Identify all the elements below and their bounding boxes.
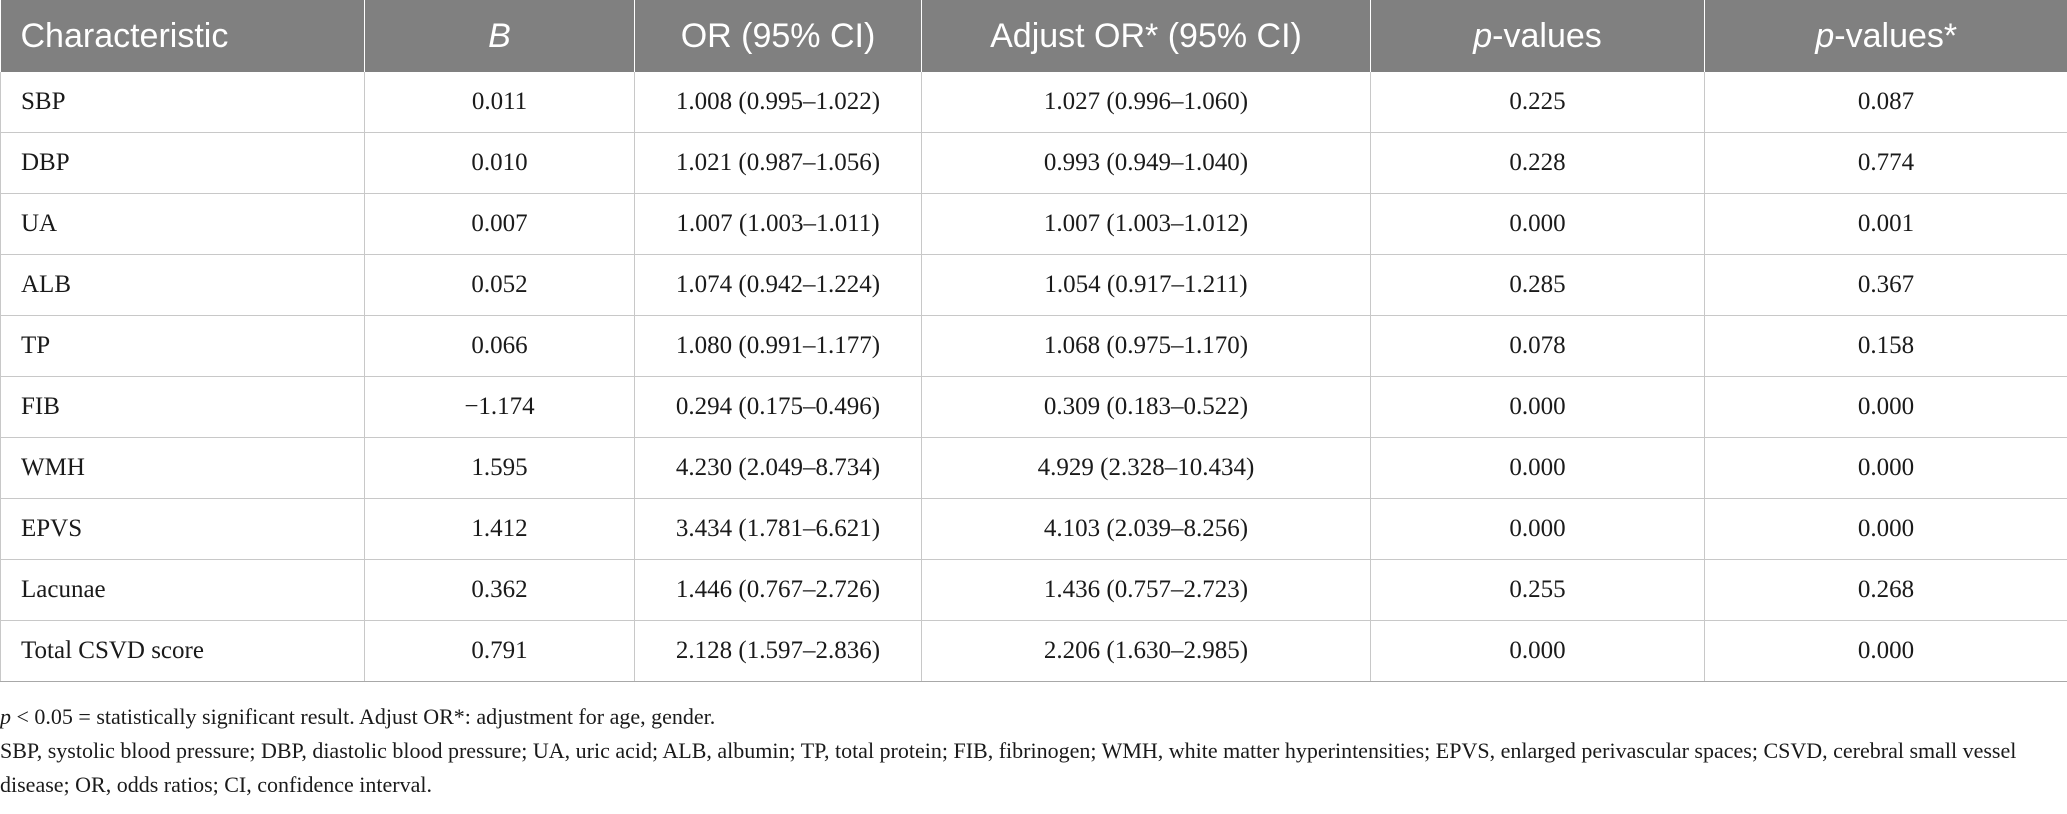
cell-p-values-adjusted: 0.000 [1704, 376, 2067, 438]
cell-or-95ci: 1.080 (0.991–1.177) [634, 315, 922, 377]
cell-characteristic: TP [0, 315, 365, 377]
cell-or-95ci: 1.021 (0.987–1.056) [634, 132, 922, 194]
cell-p-values: 0.000 [1370, 376, 1705, 438]
column-header-or-95ci: OR (95% CI) [634, 0, 922, 72]
cell-characteristic: UA [0, 193, 365, 255]
footnote-significance-text: < 0.05 = statistically significant resul… [11, 704, 716, 729]
cell-characteristic: DBP [0, 132, 365, 194]
cell-characteristic: Total CSVD score [0, 620, 365, 682]
column-header-text: Characteristic [20, 16, 229, 55]
table-row: Total CSVD score 0.791 2.128 (1.597–2.836)… [0, 620, 2067, 682]
cell-adjust-or-95ci: 4.103 (2.039–8.256) [921, 498, 1371, 560]
column-header-p-values: p-values [1370, 0, 1705, 72]
cell-p-values: 0.285 [1370, 254, 1705, 316]
table-row: FIB −1.174 0.294 (0.175–0.496) 0.309 (0.183… [0, 376, 2067, 438]
cell-b: 0.010 [364, 132, 635, 194]
cell-characteristic: EPVS [0, 498, 365, 560]
cell-p-values: 0.000 [1370, 498, 1705, 560]
cell-b: 1.595 [364, 437, 635, 499]
table-container: Characteristic B OR (95% CI) Adjust OR* (95… [0, 0, 2067, 682]
cell-p-values-adjusted: 0.367 [1704, 254, 2067, 316]
cell-p-values: 0.225 [1370, 72, 1705, 133]
column-header-text: B [488, 16, 511, 55]
cell-characteristic: Lacunae [0, 559, 365, 621]
table-row: DBP 0.010 1.021 (0.987–1.056) 0.993 (0.949–… [0, 132, 2067, 194]
table-row: EPVS 1.412 3.434 (1.781–6.621) 4.103 (2.039… [0, 498, 2067, 560]
cell-p-values: 0.000 [1370, 620, 1705, 682]
cell-p-values: 0.000 [1370, 437, 1705, 499]
cell-p-values-adjusted: 0.268 [1704, 559, 2067, 621]
cell-p-values-adjusted: 0.000 [1704, 620, 2067, 682]
cell-p-values: 0.228 [1370, 132, 1705, 194]
cell-adjust-or-95ci: 1.054 (0.917–1.211) [921, 254, 1371, 316]
cell-p-values-adjusted: 0.000 [1704, 498, 2067, 560]
cell-or-95ci: 0.294 (0.175–0.496) [634, 376, 922, 438]
cell-p-values-adjusted: 0.087 [1704, 72, 2067, 133]
table-row: Lacunae 0.362 1.446 (0.767–2.726) 1.436 (0.… [0, 559, 2067, 621]
cell-adjust-or-95ci: 1.027 (0.996–1.060) [921, 72, 1371, 133]
cell-p-values-adjusted: 0.001 [1704, 193, 2067, 255]
footnote-significance: p < 0.05 = statistically significant res… [0, 700, 2050, 734]
column-header-text: -values* [1834, 16, 1958, 55]
cell-b: −1.174 [364, 376, 635, 438]
cell-b: 0.007 [364, 193, 635, 255]
cell-or-95ci: 1.007 (1.003–1.011) [634, 193, 922, 255]
cell-p-values-adjusted: 0.774 [1704, 132, 2067, 194]
footnote-abbreviations: SBP, systolic blood pressure; DBP, diast… [0, 738, 2017, 797]
column-header-characteristic: Characteristic [0, 0, 365, 72]
table-header-row: Characteristic B OR (95% CI) Adjust OR* (95… [0, 0, 2067, 72]
column-header-text: OR (95% CI) [680, 16, 876, 55]
cell-or-95ci: 1.008 (0.995–1.022) [634, 72, 922, 133]
cell-p-values-adjusted: 0.000 [1704, 437, 2067, 499]
cell-p-values: 0.255 [1370, 559, 1705, 621]
cell-p-values: 0.000 [1370, 193, 1705, 255]
cell-p-values: 0.078 [1370, 315, 1705, 377]
cell-b: 0.066 [364, 315, 635, 377]
cell-characteristic: FIB [0, 376, 365, 438]
cell-adjust-or-95ci: 0.993 (0.949–1.040) [921, 132, 1371, 194]
cell-or-95ci: 1.446 (0.767–2.726) [634, 559, 922, 621]
cell-or-95ci: 4.230 (2.049–8.734) [634, 437, 922, 499]
results-table: Characteristic B OR (95% CI) Adjust OR* (95… [0, 0, 2067, 682]
cell-characteristic: ALB [0, 254, 365, 316]
cell-adjust-or-95ci: 4.929 (2.328–10.434) [921, 437, 1371, 499]
cell-or-95ci: 3.434 (1.781–6.621) [634, 498, 922, 560]
column-header-text: p [1473, 16, 1493, 55]
column-header-text: -values [1492, 16, 1602, 55]
cell-b: 0.011 [364, 72, 635, 133]
cell-adjust-or-95ci: 1.007 (1.003–1.012) [921, 193, 1371, 255]
column-header-p-values-adjusted: p-values* [1704, 0, 2067, 72]
cell-b: 0.052 [364, 254, 635, 316]
cell-p-values-adjusted: 0.158 [1704, 315, 2067, 377]
table-row: UA 0.007 1.007 (1.003–1.011) 1.007 (1.003–1… [0, 193, 2067, 255]
table-body: SBP 0.011 1.008 (0.995–1.022) 1.027 (0.996–… [0, 72, 2067, 682]
column-header-b: B [364, 0, 635, 72]
cell-b: 0.362 [364, 559, 635, 621]
table-row: SBP 0.011 1.008 (0.995–1.022) 1.027 (0.996–… [0, 72, 2067, 133]
column-header-text: Adjust OR* (95% CI) [990, 16, 1302, 55]
cell-adjust-or-95ci: 1.436 (0.757–2.723) [921, 559, 1371, 621]
column-header-text: p [1815, 16, 1835, 55]
cell-adjust-or-95ci: 0.309 (0.183–0.522) [921, 376, 1371, 438]
cell-or-95ci: 1.074 (0.942–1.224) [634, 254, 922, 316]
table-row: ALB 0.052 1.074 (0.942–1.224) 1.054 (0.917–… [0, 254, 2067, 316]
table-footnotes: p < 0.05 = statistically significant res… [0, 700, 2050, 802]
cell-characteristic: WMH [0, 437, 365, 499]
cell-characteristic: SBP [0, 72, 365, 133]
table-row: WMH 1.595 4.230 (2.049–8.734) 4.929 (2.328–… [0, 437, 2067, 499]
column-header-adjust-or-95ci: Adjust OR* (95% CI) [921, 0, 1371, 72]
cell-adjust-or-95ci: 1.068 (0.975–1.170) [921, 315, 1371, 377]
cell-b: 1.412 [364, 498, 635, 560]
cell-b: 0.791 [364, 620, 635, 682]
footnote-p-symbol: p [0, 704, 11, 729]
cell-adjust-or-95ci: 2.206 (1.630–2.985) [921, 620, 1371, 682]
table-row: TP 0.066 1.080 (0.991–1.177) 1.068 (0.975–1… [0, 315, 2067, 377]
cell-or-95ci: 2.128 (1.597–2.836) [634, 620, 922, 682]
